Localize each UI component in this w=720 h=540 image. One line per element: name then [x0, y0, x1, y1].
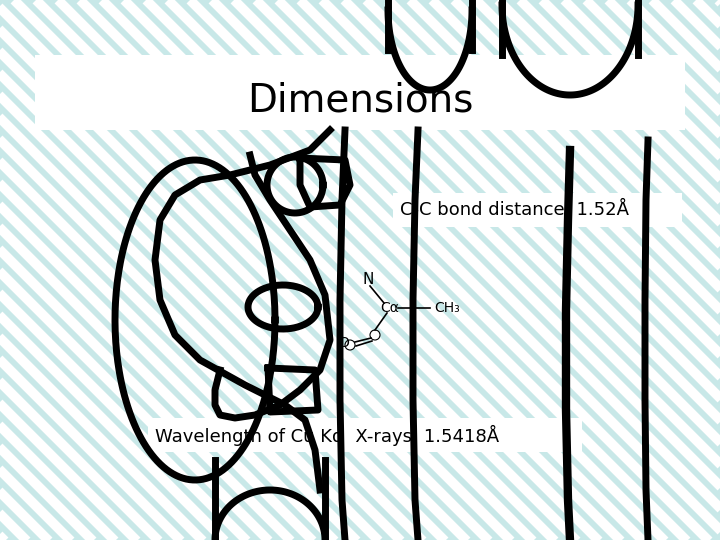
Circle shape [370, 330, 380, 340]
Text: N: N [362, 273, 374, 287]
Text: O: O [338, 336, 349, 350]
Circle shape [345, 340, 355, 350]
Text: Wavelength of Cu Kα  X-rays: 1.5418Å: Wavelength of Cu Kα X-rays: 1.5418Å [155, 424, 499, 445]
Text: Cα: Cα [381, 301, 400, 315]
FancyBboxPatch shape [35, 55, 685, 130]
Text: Dimensions: Dimensions [247, 81, 473, 119]
FancyBboxPatch shape [393, 193, 682, 227]
Text: CH₃: CH₃ [434, 301, 460, 315]
FancyBboxPatch shape [148, 418, 582, 452]
Text: C-C bond distance: 1.52Å: C-C bond distance: 1.52Å [400, 201, 629, 219]
